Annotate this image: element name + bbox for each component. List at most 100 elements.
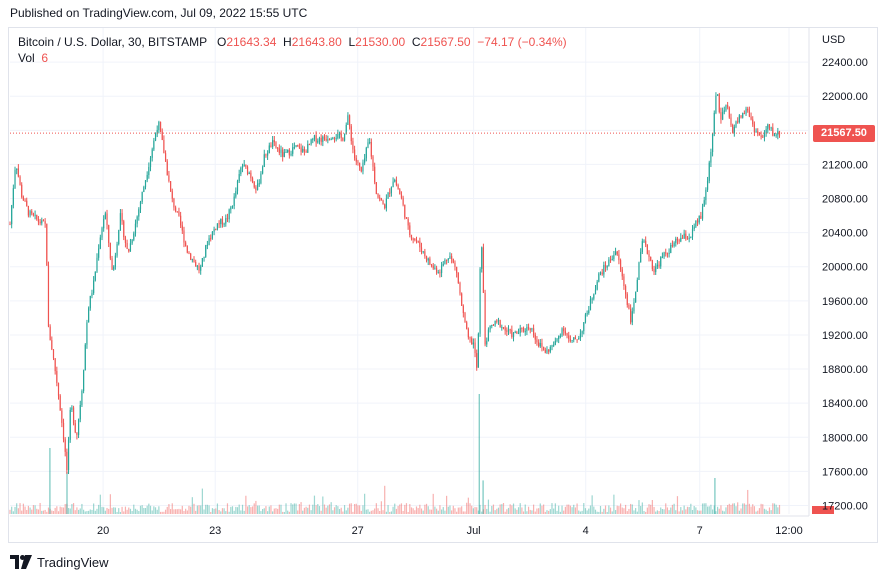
candle-body <box>141 192 143 202</box>
high-label: H <box>283 35 292 49</box>
candle-body <box>462 305 464 314</box>
symbol-label[interactable]: Bitcoin / U.S. Dollar, 30, BITSTAMP <box>18 35 207 49</box>
volume-bar <box>491 505 493 514</box>
volume-bar <box>695 507 697 514</box>
volume-bar <box>41 510 43 514</box>
volume-bar <box>233 510 235 514</box>
volume-bar <box>529 509 531 514</box>
volume-bar <box>74 510 76 514</box>
candle-body <box>553 344 555 346</box>
candle-body <box>447 258 449 261</box>
candle-body <box>526 326 528 332</box>
candle-body <box>676 238 679 241</box>
candle-body <box>320 137 322 142</box>
candle-body <box>108 225 110 243</box>
y-tick-label: 17200.00 <box>822 500 868 512</box>
candle-body <box>420 247 423 253</box>
volume-bar <box>514 508 516 514</box>
candle-body <box>681 237 684 239</box>
candle-body <box>706 180 709 190</box>
candle-body <box>522 328 525 332</box>
candle-body <box>708 162 710 181</box>
volume-bar <box>51 510 53 514</box>
candle-body <box>601 272 603 275</box>
y-axis: 22400.0022000.0021600.0021200.0020800.00… <box>808 27 868 516</box>
volume-bar <box>180 509 182 514</box>
candle-body <box>743 113 745 115</box>
volume-bar <box>738 510 740 514</box>
volume-bar <box>195 510 197 514</box>
candle-body <box>64 439 66 452</box>
volume-bar <box>661 509 664 514</box>
candle-body <box>193 259 195 262</box>
candle-body <box>379 197 381 199</box>
candle-body <box>538 342 540 347</box>
volume-bar <box>389 511 391 514</box>
candle-body <box>188 252 190 254</box>
volume-label[interactable]: Vol <box>18 51 35 65</box>
candle-body <box>512 332 515 338</box>
volume-bar <box>385 511 387 514</box>
volume-bar <box>604 505 607 514</box>
volume-bar <box>42 510 45 514</box>
candle-body <box>678 240 680 242</box>
volume-bar <box>369 511 371 514</box>
volume-bar <box>384 485 386 514</box>
volume-bar <box>283 511 285 514</box>
candle-body <box>128 249 130 252</box>
y-tick-label: 22400.00 <box>822 57 868 69</box>
volume-bar <box>330 502 332 514</box>
candle-body <box>609 259 612 261</box>
candle-body <box>578 338 580 340</box>
candle-body <box>138 209 140 217</box>
volume-bar <box>643 511 645 514</box>
volume-bar <box>728 503 730 514</box>
y-tick-label: 20000.00 <box>822 262 868 274</box>
volume-bar <box>133 504 135 514</box>
candle-body <box>263 154 265 168</box>
volume-bar <box>260 511 262 514</box>
candle-body <box>670 245 672 253</box>
candle-body <box>136 216 138 224</box>
volume-bar <box>487 499 490 514</box>
volume-bar <box>599 505 602 514</box>
candle-body <box>481 247 483 269</box>
volume-bar <box>238 504 240 514</box>
chart-frame[interactable] <box>8 27 878 543</box>
volume-bar <box>539 503 541 514</box>
candle-body <box>206 244 208 246</box>
volume-bar <box>395 508 398 514</box>
volume-spike <box>482 480 484 514</box>
volume-bar <box>161 511 163 514</box>
volume-bar <box>318 506 321 514</box>
candle-body <box>752 119 754 125</box>
candle-body <box>103 219 105 229</box>
volume-bar <box>444 510 446 514</box>
candle-body <box>238 174 240 182</box>
candle-body <box>588 310 590 314</box>
candle-body <box>231 205 234 208</box>
candle-body <box>216 223 219 230</box>
volume-bar <box>402 510 404 514</box>
volume-bar <box>760 503 762 514</box>
candle-body <box>228 209 230 220</box>
volume-bar <box>571 507 573 514</box>
volume-bar <box>586 510 588 514</box>
volume-bar <box>474 507 476 514</box>
volume-bar <box>435 508 438 514</box>
volume-bar <box>236 507 239 514</box>
volume-bar <box>337 506 339 514</box>
volume-bar <box>653 506 655 514</box>
volume-bar <box>198 505 200 514</box>
candle-body <box>698 215 700 223</box>
volume-bar <box>526 511 528 514</box>
candle-body <box>176 211 178 213</box>
volume-bar <box>108 508 110 514</box>
volume-bar <box>611 511 613 514</box>
volume-bar <box>148 503 150 514</box>
currency-label[interactable]: USD <box>822 34 846 46</box>
volume-bar <box>235 506 237 514</box>
low-value: 21530.00 <box>355 35 406 49</box>
volume-bar <box>548 510 550 514</box>
